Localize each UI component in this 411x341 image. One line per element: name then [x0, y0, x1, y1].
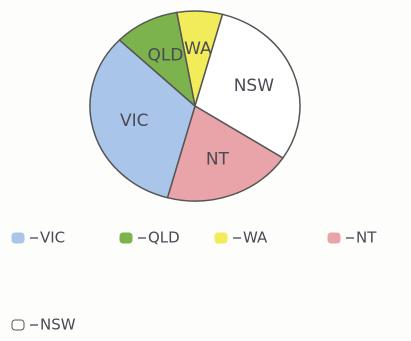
- legend-label: WA: [243, 229, 268, 247]
- pie-slice: [166, 104, 284, 202]
- slice-label: NT: [206, 149, 230, 169]
- slice-label: NSW: [234, 76, 275, 96]
- legend-swatch: [327, 232, 341, 244]
- slice-label: VIC: [120, 111, 149, 131]
- pie-slice: [194, 13, 301, 160]
- pie-slice: [89, 38, 196, 199]
- legend-swatch: [119, 232, 133, 244]
- legend-label: QLD: [148, 229, 180, 247]
- slice-label: QLD: [147, 46, 183, 66]
- legend-swatch: [11, 232, 25, 244]
- pie-slice: [118, 11, 197, 109]
- legend-label: NT: [356, 229, 377, 247]
- slice-label: WA: [184, 39, 212, 59]
- legend-label: NSW: [40, 316, 76, 334]
- legend-swatch: [11, 319, 25, 331]
- legend-swatch: [214, 232, 228, 244]
- legend-label: VIC: [40, 229, 65, 247]
